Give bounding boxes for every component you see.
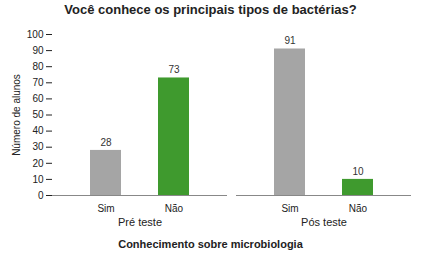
svg-text:91: 91 [284,35,296,46]
html-text:Conhecimento sobre microbiolog: Conhecimento sobre microbiologia [118,238,303,250]
svg-text:Pré teste: Pré teste [118,216,162,228]
svg-text:Pós teste: Pós teste [301,216,347,228]
svg-text:Sim: Sim [97,203,114,214]
svg-text:50: 50 [32,109,44,120]
svg-text:Não: Não [165,203,184,214]
svg-text:30: 30 [32,141,44,152]
svg-text:Não: Não [349,203,368,214]
svg-text:90: 90 [32,45,44,56]
svg-text:28: 28 [100,137,112,148]
svg-text:0: 0 [38,190,44,201]
svg-text:10: 10 [32,174,44,185]
svg-text:40: 40 [32,125,44,136]
svg-text:80: 80 [32,61,44,72]
svg-text:70: 70 [32,77,44,88]
svg-text:Sim: Sim [281,203,298,214]
svg-text:73: 73 [168,64,180,75]
svg-text:10: 10 [352,166,364,177]
html-text:Você conhece os principais tip: Você conhece os principais tipos de bact… [64,2,357,17]
svg-text:100: 100 [27,29,44,40]
svg-text:60: 60 [32,93,44,104]
svg-text:20: 20 [32,158,44,169]
svg-text:Número de alunos: Número de alunos [11,74,22,156]
